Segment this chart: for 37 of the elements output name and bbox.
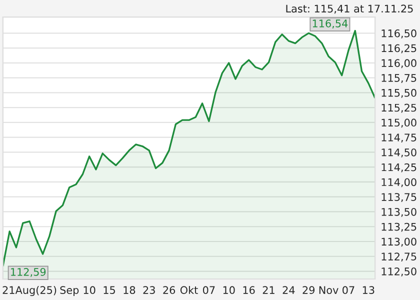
y-tick-label: 115,75 xyxy=(382,74,416,83)
y-tick-label: 116,25 xyxy=(382,44,416,54)
y-tick-label: 116,50 xyxy=(382,29,416,38)
y-tick-label: 113,75 xyxy=(382,193,416,202)
y-tick-label: 115,50 xyxy=(382,88,416,98)
x-tick-label: 07 xyxy=(342,286,354,294)
x-tick-label: 07 xyxy=(202,286,215,294)
x-tick-label: 10 xyxy=(84,286,96,294)
x-tick-label: Nov xyxy=(319,286,338,294)
y-tick-label: 112,50 xyxy=(382,267,416,276)
x-tick-label: 15 xyxy=(104,286,115,294)
text: Last: 115,41 at 17.11.25 xyxy=(286,4,413,14)
y-tick-label: 115,00 xyxy=(382,118,416,128)
x-tick-label: 24 xyxy=(282,286,295,294)
x-tick-label: 21 xyxy=(262,286,274,294)
y-tick-label: 115,25 xyxy=(382,104,416,113)
y-tick-label: 112,75 xyxy=(382,252,416,262)
annotation: 116,54 xyxy=(312,20,348,28)
x-tick-label: 26 xyxy=(163,286,176,294)
y-tick-label: 114,75 xyxy=(382,134,416,143)
y-tick-label: 113,25 xyxy=(382,222,416,232)
y-tick-label: 114,00 xyxy=(382,178,416,188)
y-tick-label: 113,50 xyxy=(382,208,416,217)
x-tick-label: 29 xyxy=(302,286,315,294)
x-tick-label: 10 xyxy=(223,286,235,294)
x-tick-label: 13 xyxy=(362,286,374,294)
x-tick-label: 23 xyxy=(143,286,155,294)
x-tick-label: Sep xyxy=(60,286,79,296)
x-tick-label: 21Aug(25) xyxy=(2,286,56,296)
y-tick-label: 113,00 xyxy=(382,238,416,247)
y-tick-label: 114,25 xyxy=(382,163,416,172)
x-tick-label: 18 xyxy=(124,286,136,294)
y-tick-label: 116,00 xyxy=(382,59,416,68)
x-tick-label: 16 xyxy=(243,286,255,294)
y-tick-label: 114,50 xyxy=(382,148,416,158)
annotation: 112,59 xyxy=(11,268,46,277)
x-tick-label: Okt xyxy=(180,286,198,294)
